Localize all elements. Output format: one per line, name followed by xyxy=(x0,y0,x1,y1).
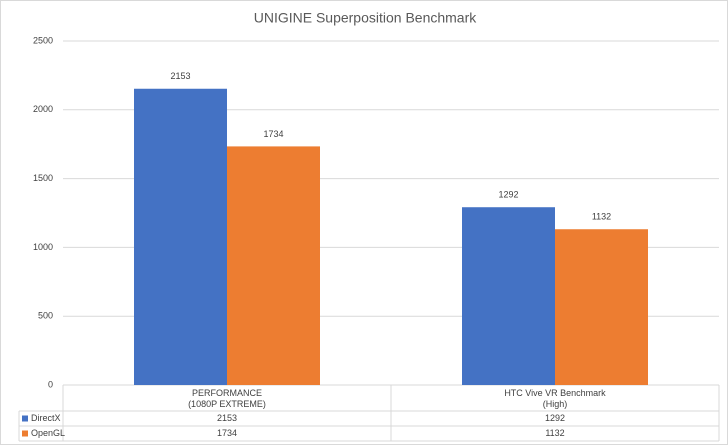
data-label: 2153 xyxy=(170,71,190,81)
bar xyxy=(462,207,555,385)
table-value: 2153 xyxy=(217,413,237,423)
legend-key xyxy=(22,415,28,422)
y-tick-label: 2500 xyxy=(33,35,53,45)
chart-title: UNIGINE Superposition Benchmark xyxy=(254,10,478,26)
x-tick-label: PERFORMANCE (1080P EXTREME) xyxy=(188,388,266,409)
legend-key xyxy=(22,430,28,437)
y-tick-label: 1500 xyxy=(33,173,53,183)
legend-label: OpenGL xyxy=(31,428,65,438)
bar xyxy=(227,146,320,385)
table-value: 1292 xyxy=(545,413,565,423)
y-tick-label: 0 xyxy=(48,379,53,389)
table-value: 1734 xyxy=(217,428,237,438)
x-tick-label: HTC Vive VR Benchmark (High) xyxy=(504,388,606,409)
bar xyxy=(134,88,227,386)
y-tick-label: 500 xyxy=(38,311,53,321)
legend-label: DirectX xyxy=(31,413,61,423)
y-tick-label: 2000 xyxy=(33,104,53,114)
table-value: 1132 xyxy=(545,428,564,438)
data-label: 1734 xyxy=(263,129,283,139)
bar xyxy=(555,229,648,385)
data-label: 1132 xyxy=(592,212,611,222)
y-tick-label: 1000 xyxy=(33,242,53,252)
data-label: 1292 xyxy=(498,190,518,200)
